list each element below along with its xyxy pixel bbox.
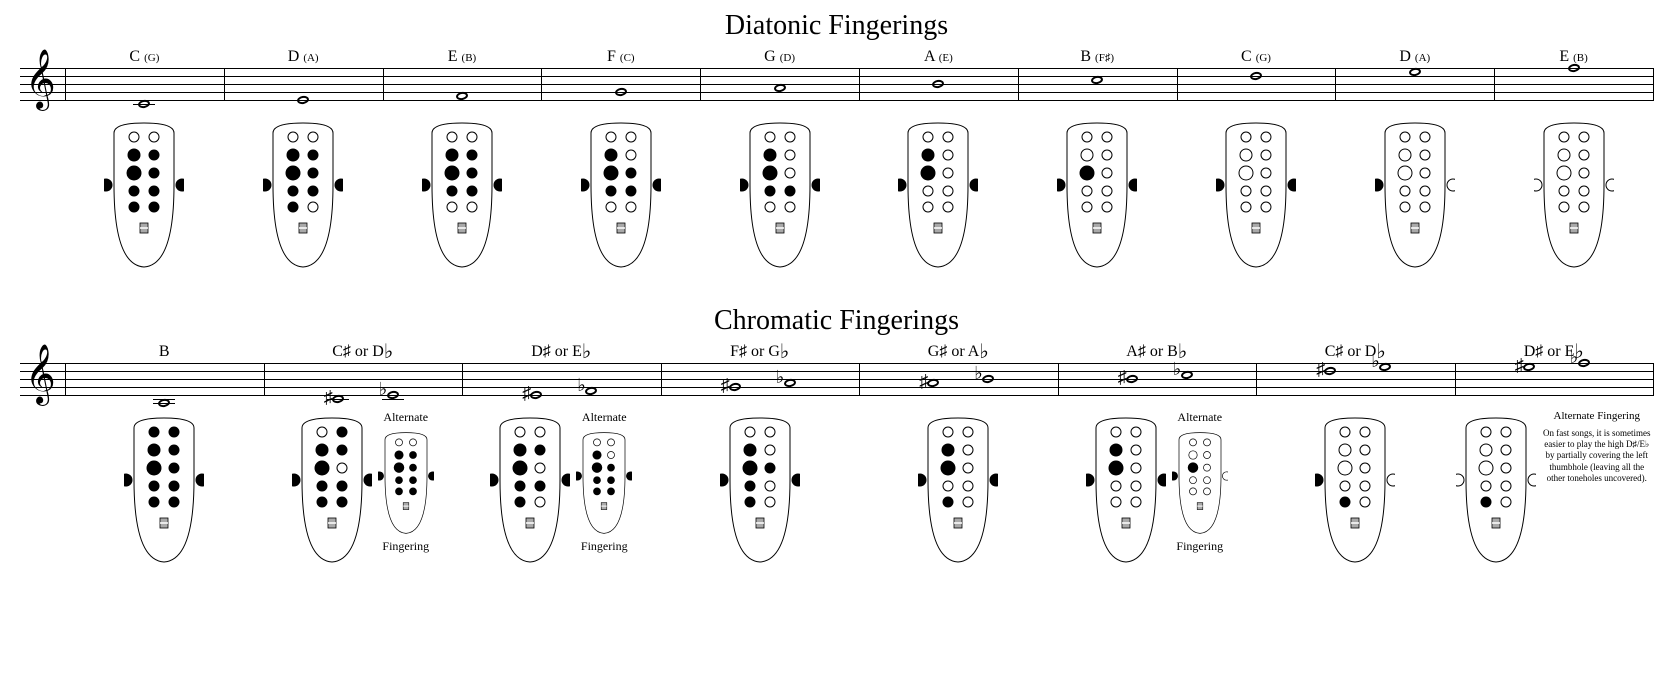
ocarina-diagram [859, 410, 1058, 570]
note-label: C (G) [1177, 48, 1336, 66]
ocarina-diagram [1335, 115, 1494, 275]
ocarina-diagram [383, 115, 542, 275]
note-label: B [65, 343, 264, 361]
alternate-fingering: Alternate Fingering [576, 410, 632, 556]
ocarina-diagram [859, 115, 1018, 275]
alternate-fingering: Alternate Fingering [378, 410, 434, 556]
note-label: G (D) [700, 48, 859, 66]
chromatic-title: Chromatic Fingerings [20, 305, 1653, 337]
note-label: D (A) [1335, 48, 1494, 66]
ocarina-diagram [1494, 115, 1653, 275]
alternate-fingering: Alternate Fingering [1172, 410, 1228, 556]
ocarina-diagram: Alternate Fingering [264, 410, 463, 570]
ocarina-diagram [65, 410, 264, 570]
ocarina-diagram [541, 115, 700, 275]
note-label: D (A) [224, 48, 383, 66]
ocarina-diagram [1256, 410, 1455, 570]
note-label: B (F♯) [1018, 48, 1177, 66]
note-label: F (C) [541, 48, 700, 66]
ocarina-diagram [65, 115, 224, 275]
note-label: G♯ or A♭ [859, 343, 1058, 361]
note-label: C (G) [65, 48, 224, 66]
ocarina-diagram [1177, 115, 1336, 275]
chromatic-ocarina-row: Alternate Fingering Alternate Fingering [20, 410, 1653, 570]
ocarina-diagram: Alternate Fingering [1058, 410, 1257, 570]
ocarina-diagram [700, 115, 859, 275]
ocarina-diagram [224, 115, 383, 275]
chromatic-staff: 𝄞 BC♯ or D♭♯♭D♯ or E♭♯♭F♯ or G♭♯♭G♯ or A… [20, 345, 1653, 405]
diatonic-staff: 𝄞 C (G)D (A)E (B)F (C)G (D)A (E)B (F♯)C … [20, 50, 1653, 110]
diatonic-title: Diatonic Fingerings [20, 10, 1653, 42]
note-label: D♯ or E♭ [462, 343, 661, 361]
note-label: C♯ or D♭ [1256, 343, 1455, 361]
note-label: F♯ or G♭ [661, 343, 860, 361]
ocarina-diagram [1018, 115, 1177, 275]
note-label: D♯ or E♭ [1455, 343, 1654, 361]
ocarina-diagram: Alternate FingeringOn fast songs, it is … [1455, 410, 1654, 570]
alternate-fingering-note: Alternate FingeringOn fast songs, it is … [1542, 410, 1652, 484]
note-label: A♯ or B♭ [1058, 343, 1257, 361]
note-label: A (E) [859, 48, 1018, 66]
note-label: C♯ or D♭ [264, 343, 463, 361]
ocarina-diagram: Alternate Fingering [462, 410, 661, 570]
ocarina-diagram [661, 410, 860, 570]
diatonic-ocarina-row [20, 115, 1653, 275]
note-label: E (B) [383, 48, 542, 66]
